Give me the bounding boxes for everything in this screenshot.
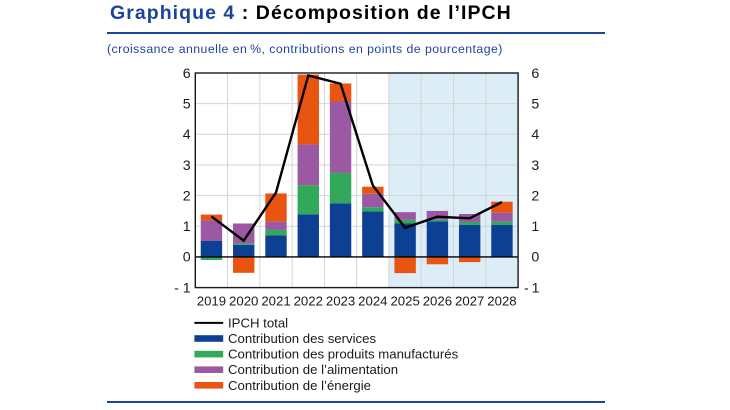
svg-text:0: 0 xyxy=(531,250,539,266)
svg-text:6: 6 xyxy=(531,66,539,82)
svg-text:Contribution des services: Contribution des services xyxy=(228,331,376,346)
svg-text:Contribution de l’alimentation: Contribution de l’alimentation xyxy=(228,362,398,377)
svg-text:Contribution des produits manu: Contribution des produits manufacturés xyxy=(228,347,459,362)
svg-text:3: 3 xyxy=(531,158,539,174)
svg-text:1: 1 xyxy=(183,219,191,235)
svg-text:2019: 2019 xyxy=(197,293,226,308)
svg-text:2: 2 xyxy=(531,188,539,204)
svg-text:3: 3 xyxy=(183,158,191,174)
svg-text:2021: 2021 xyxy=(261,293,290,308)
svg-text:2023: 2023 xyxy=(326,293,355,308)
svg-text:2028: 2028 xyxy=(487,293,516,308)
svg-text:2024: 2024 xyxy=(358,293,387,308)
svg-text:2: 2 xyxy=(183,188,191,204)
svg-text:0: 0 xyxy=(183,250,191,266)
svg-text:5: 5 xyxy=(531,96,539,112)
svg-text:6: 6 xyxy=(183,66,191,82)
svg-text:- 1: - 1 xyxy=(524,280,540,296)
svg-text:2025: 2025 xyxy=(390,293,419,308)
svg-text:2026: 2026 xyxy=(423,293,452,308)
svg-text:1: 1 xyxy=(531,219,539,235)
svg-text:2020: 2020 xyxy=(229,293,258,308)
svg-text:IPCH total: IPCH total xyxy=(228,315,288,330)
svg-text:4: 4 xyxy=(531,127,539,143)
svg-text:Contribution de l’énergie: Contribution de l’énergie xyxy=(228,378,371,393)
svg-text:4: 4 xyxy=(183,127,191,143)
svg-text:- 1: - 1 xyxy=(174,280,191,296)
svg-text:5: 5 xyxy=(183,96,191,112)
svg-text:2022: 2022 xyxy=(294,293,323,308)
svg-text:2027: 2027 xyxy=(455,293,484,308)
